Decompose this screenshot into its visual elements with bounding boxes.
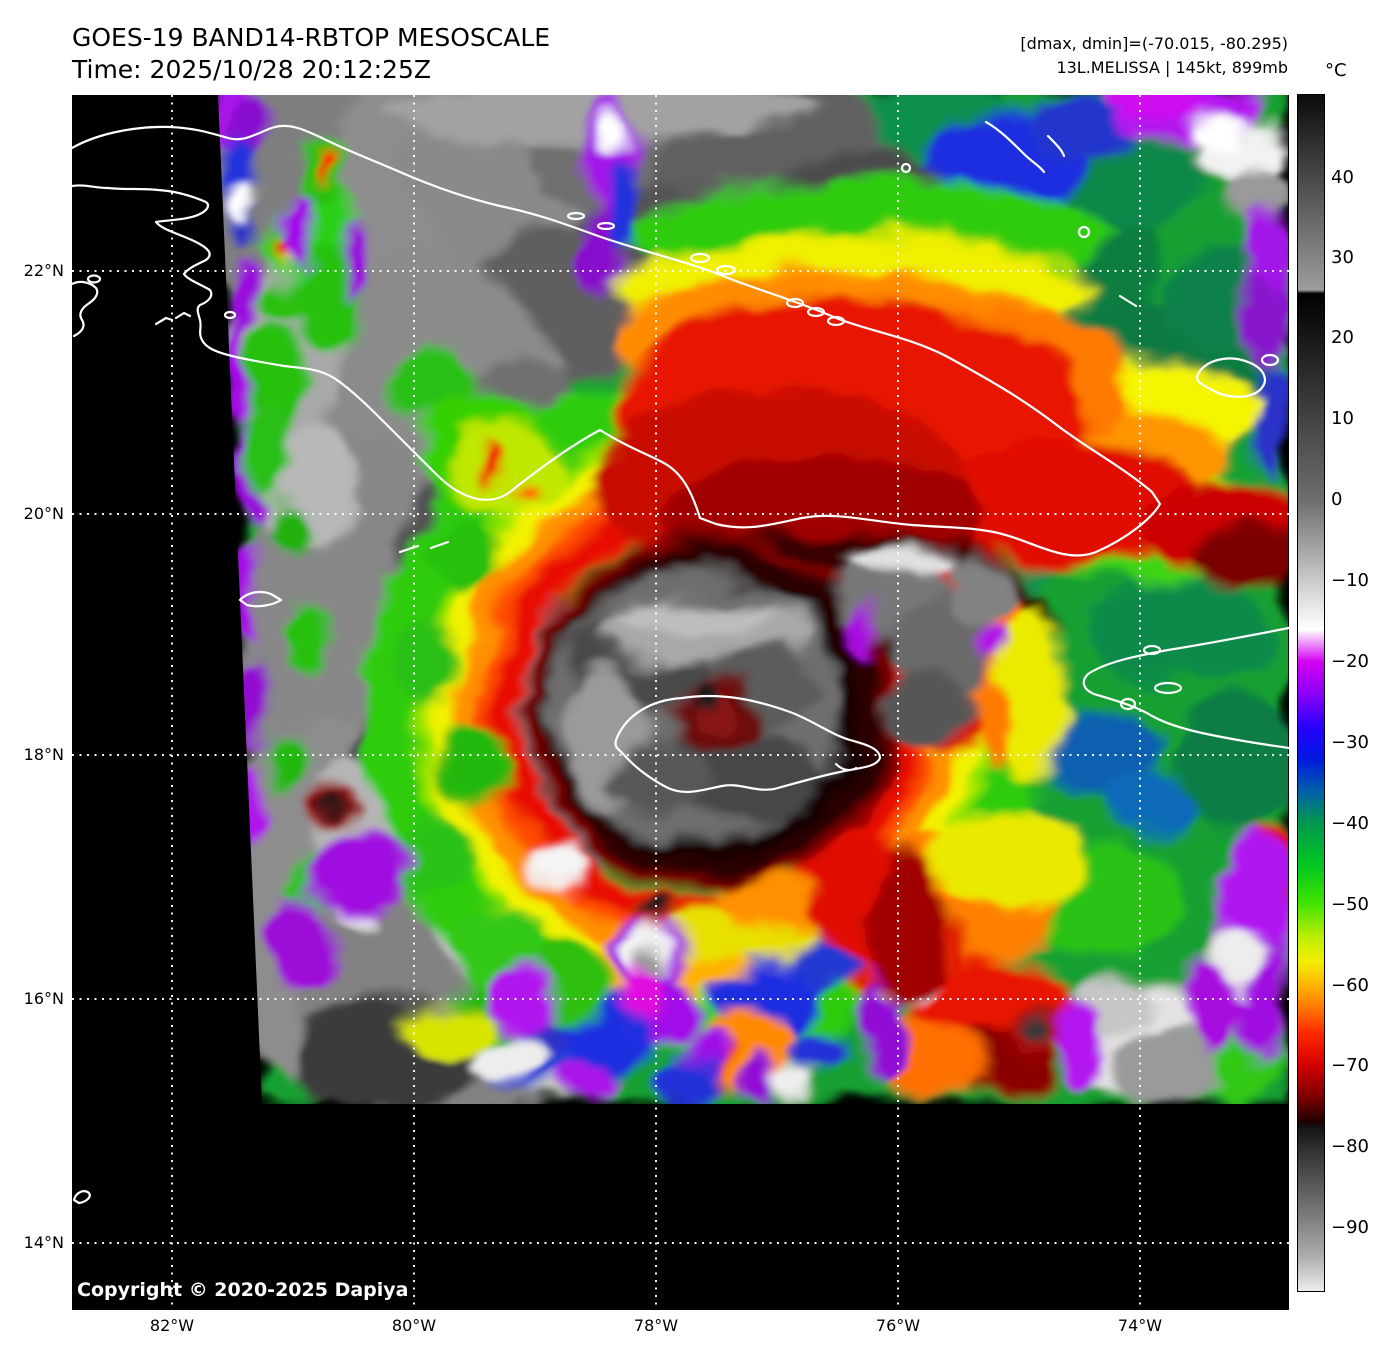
coastline-inagua (1195, 357, 1266, 398)
range-label: [dmax, dmin]=(-70.015, -80.295) (1020, 34, 1288, 53)
colorbar-tick-label: 40 (1331, 167, 1354, 188)
colorbar-tick-label: −90 (1331, 1217, 1369, 1238)
storm-info-label: 13L.MELISSA | 145kt, 899mb (1056, 58, 1288, 77)
copyright-label: Copyright © 2020-2025 Dapiya (77, 1279, 409, 1301)
lat-tick-label: 22°N (23, 261, 64, 280)
colorbar-unit-label: °C (1325, 60, 1347, 81)
coastlines (72, 120, 1289, 1205)
colorbar-tick-label: −50 (1331, 894, 1369, 915)
colorbar-tick-label: −10 (1331, 570, 1369, 591)
lon-tick-label: 82°W (149, 1316, 195, 1335)
timestamp-label: Time: 2025/10/28 20:12:25Z (72, 55, 431, 84)
colorbar-tick-label: −20 (1331, 651, 1369, 672)
lon-tick-label: 78°W (633, 1316, 679, 1335)
colorbar-tick-label: −60 (1331, 975, 1369, 996)
product-title: GOES-19 BAND14-RBTOP MESOSCALE (72, 23, 551, 52)
lon-tick-label: 74°W (1117, 1316, 1163, 1335)
colorbar-tick-label: 20 (1331, 327, 1354, 348)
lat-tick-label: 14°N (23, 1233, 64, 1252)
colorbar-tick-label: 0 (1331, 489, 1343, 510)
coastline-isla-juventud (72, 280, 99, 338)
lat-tick-label: 20°N (23, 504, 64, 523)
colorbar-tick-label: 30 (1331, 247, 1354, 268)
lon-tick-label: 80°W (391, 1316, 437, 1335)
page-title: GOES-19 BAND14-RBTOP MESOSCALE Time: 2025… (72, 22, 550, 86)
gridlines (72, 95, 1289, 1310)
header-stats: [dmax, dmin]=(-70.015, -80.295) 13L.MELI… (1020, 32, 1288, 80)
colorbar-tick-label: −80 (1331, 1136, 1369, 1157)
colorbar-tick-label: −40 (1331, 813, 1369, 834)
lon-tick-label: 76°W (875, 1316, 921, 1335)
satellite-imagery (218, 95, 1288, 1104)
colorbar-tick-label: −30 (1331, 732, 1369, 753)
colorbar (1297, 94, 1325, 1292)
colorbar-tick-label: −70 (1331, 1055, 1369, 1076)
lat-tick-label: 18°N (23, 745, 64, 764)
coastline-hispaniola (1082, 626, 1289, 750)
lat-tick-label: 16°N (23, 989, 64, 1008)
colorbar-tick-label: 10 (1331, 408, 1354, 429)
coastline-cuba (72, 124, 1162, 557)
coastline-jamaica (614, 694, 882, 794)
